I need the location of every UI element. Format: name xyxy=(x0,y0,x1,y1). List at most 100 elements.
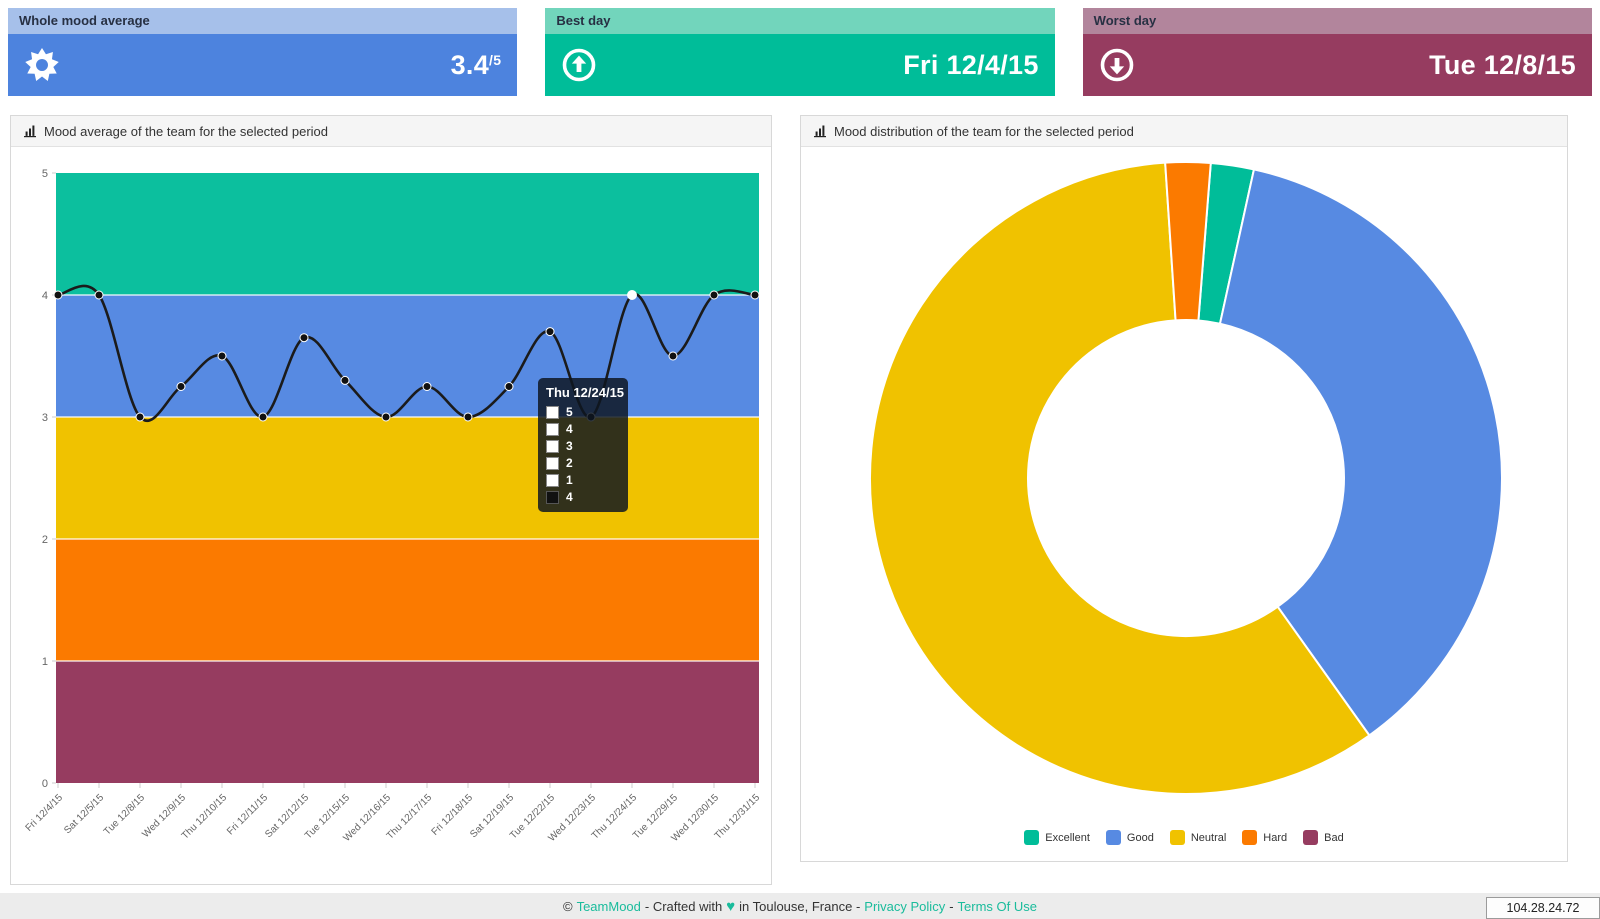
card-value: Tue 12/8/15 xyxy=(1429,49,1576,80)
data-point[interactable] xyxy=(299,333,309,343)
data-point[interactable] xyxy=(504,382,514,391)
donut-slice-good[interactable] xyxy=(1218,168,1503,737)
legend-label: Bad xyxy=(1324,831,1344,844)
panel-header: Mood average of the team for the selecte… xyxy=(11,116,771,147)
legend-swatch xyxy=(1303,830,1319,845)
tooltip-value: 4 xyxy=(566,490,573,504)
arrow-up-circle-icon xyxy=(563,48,596,82)
card-title: Best day xyxy=(545,8,1055,34)
sun-icon xyxy=(25,48,59,81)
legend-label: Good xyxy=(1126,831,1154,844)
band-good xyxy=(56,295,759,417)
x-axis-label: Sat 12/5/15 xyxy=(62,792,106,836)
data-point[interactable] xyxy=(94,290,104,300)
card-title: Worst day xyxy=(1082,8,1592,34)
donut-legend: Excellent Good Neutral Hard Bad xyxy=(801,830,1567,845)
band-neutral xyxy=(56,417,759,539)
data-point[interactable] xyxy=(217,351,227,361)
legend-swatch xyxy=(1024,830,1040,845)
x-axis-label: Fri 12/11/15 xyxy=(225,792,270,837)
tooltip-swatch xyxy=(546,439,559,453)
data-point[interactable] xyxy=(422,382,432,391)
panel-title: Mood distribution of the team for the se… xyxy=(834,123,1134,139)
card-whole-mood-average: Whole mood average 3.4/5 xyxy=(8,8,518,96)
tooltip-value: 2 xyxy=(566,456,573,470)
legend-item-excellent[interactable]: Excellent xyxy=(1024,830,1090,845)
legend-label: Neutral xyxy=(1190,831,1227,844)
donut-slice-hard[interactable] xyxy=(1164,161,1212,322)
footer: © TeamMood - Crafted with ♥ in Toulouse,… xyxy=(0,893,1600,919)
card-worst-day: Worst day Tue 12/8/15 xyxy=(1082,8,1592,96)
tooltip-swatch xyxy=(546,490,559,504)
y-axis-label: 4 xyxy=(42,290,48,302)
y-axis-label: 5 xyxy=(42,168,48,180)
tooltip-value: 5 xyxy=(566,405,573,419)
tooltip-row: 4 xyxy=(546,422,620,436)
tooltip-row: 1 xyxy=(546,473,620,487)
data-point-highlighted[interactable] xyxy=(627,290,637,300)
footer-text: in Toulouse, France - xyxy=(739,898,861,914)
legend-label: Hard xyxy=(1263,831,1288,844)
mood-distribution-donut-chart[interactable] xyxy=(801,147,1567,861)
tooltip-row: 4 xyxy=(546,490,620,504)
legend-item-bad[interactable]: Bad xyxy=(1303,830,1344,845)
panel-header: Mood distribution of the team for the se… xyxy=(801,116,1567,147)
tooltip-row: 2 xyxy=(546,456,620,470)
data-point[interactable] xyxy=(135,412,145,422)
panel-title: Mood average of the team for the selecte… xyxy=(44,123,329,139)
browser-status-ip: 104.28.24.72 xyxy=(1486,897,1600,919)
y-axis-label: 0 xyxy=(42,778,48,790)
legend-swatch xyxy=(1169,830,1185,845)
chart-tooltip: Thu 12/24/15 5 4 3 2 1 4 xyxy=(538,378,628,512)
x-axis-label: Fri 12/4/15 xyxy=(24,792,66,834)
mood-average-line xyxy=(57,284,756,422)
terms-of-use-link[interactable]: Terms Of Use xyxy=(957,898,1038,914)
footer-text: - xyxy=(949,898,954,914)
band-bad xyxy=(56,661,759,783)
tooltip-row: 5 xyxy=(546,405,620,419)
legend-item-hard[interactable]: Hard xyxy=(1242,830,1287,845)
tooltip-swatch xyxy=(546,473,559,487)
stat-cards-row: Whole mood average 3.4/5 Best day Fri 12… xyxy=(8,8,1592,96)
data-point[interactable] xyxy=(668,351,678,361)
tooltip-swatch xyxy=(546,422,559,436)
tooltip-value: 3 xyxy=(566,439,573,453)
data-point[interactable] xyxy=(545,327,555,337)
data-point[interactable] xyxy=(340,375,350,385)
bar-chart-icon xyxy=(24,125,36,138)
tooltip-value: 4 xyxy=(566,422,573,436)
arrow-down-circle-icon xyxy=(1100,48,1133,82)
y-axis-label: 3 xyxy=(42,412,48,424)
legend-item-good[interactable]: Good xyxy=(1105,830,1154,845)
card-best-day: Best day Fri 12/4/15 xyxy=(545,8,1055,96)
teammood-link[interactable]: TeamMood xyxy=(576,898,641,914)
legend-item-neutral[interactable]: Neutral xyxy=(1169,830,1227,845)
mood-average-panel: Mood average of the team for the selecte… xyxy=(10,115,772,885)
band-hard xyxy=(56,539,759,661)
tooltip-swatch xyxy=(546,456,559,470)
donut-slice-neutral[interactable] xyxy=(869,161,1371,795)
data-point[interactable] xyxy=(381,412,391,422)
privacy-policy-link[interactable]: Privacy Policy xyxy=(864,898,946,914)
data-point[interactable] xyxy=(53,290,63,300)
data-point[interactable] xyxy=(750,290,760,300)
heart-icon: ♥ xyxy=(726,897,736,915)
tooltip-value: 1 xyxy=(566,473,573,487)
tooltip-swatch xyxy=(546,405,559,419)
data-point[interactable] xyxy=(258,412,268,422)
mood-distribution-panel: Mood distribution of the team for the se… xyxy=(800,115,1568,862)
card-value: Fri 12/4/15 xyxy=(903,49,1039,80)
card-value: 3.4/5 xyxy=(450,49,502,80)
data-point[interactable] xyxy=(176,382,186,391)
bar-chart-icon xyxy=(814,125,826,138)
data-point[interactable] xyxy=(709,290,719,300)
legend-swatch xyxy=(1242,830,1258,845)
data-point[interactable] xyxy=(463,412,473,422)
tooltip-title: Thu 12/24/15 xyxy=(546,385,625,400)
band-excellent xyxy=(56,173,759,295)
footer-text: - Crafted with xyxy=(644,898,723,914)
legend-label: Excellent xyxy=(1045,831,1090,844)
y-axis-label: 1 xyxy=(42,656,48,668)
y-axis-label: 2 xyxy=(42,534,48,546)
